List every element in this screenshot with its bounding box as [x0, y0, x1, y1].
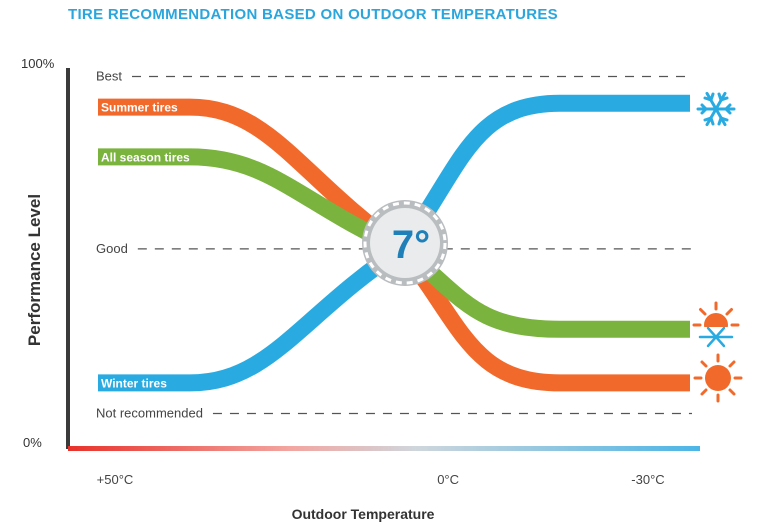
sun-snowflake-icon: [692, 301, 740, 348]
y-axis-label: Performance Level: [25, 194, 44, 346]
series-label: Summer tires: [101, 101, 178, 115]
x-tick-label: +50°C: [97, 472, 134, 487]
level-label: Best: [96, 68, 122, 83]
tire-tread-icon: [363, 201, 447, 285]
x-axis: [68, 446, 700, 451]
x-axis-label: Outdoor Temperature: [292, 506, 435, 522]
y-tick-label-min: 0%: [23, 435, 42, 450]
sun-icon: [693, 353, 743, 403]
crossover-label: 7°: [392, 223, 430, 267]
snowflake-icon: [696, 91, 736, 127]
level-label: Good: [96, 241, 128, 256]
y-tick-label-max: 100%: [21, 56, 55, 71]
series-labels: Summer tires All season tires Winter tires: [101, 101, 190, 391]
series-label: All season tires: [101, 150, 190, 164]
performance-levels: Best Good Not recommended: [96, 68, 692, 421]
crossover-tire-badge: 7°: [362, 200, 448, 286]
chart-title: TIRE RECOMMENDATION BASED ON OUTDOOR TEM…: [68, 6, 558, 23]
level-label: Not recommended: [96, 406, 203, 421]
series-label: Winter tires: [101, 376, 167, 390]
x-tick-label: -30°C: [631, 472, 664, 487]
x-tick-label: 0°C: [437, 472, 459, 487]
x-ticks: +50°C 0°C -30°C: [97, 472, 665, 487]
